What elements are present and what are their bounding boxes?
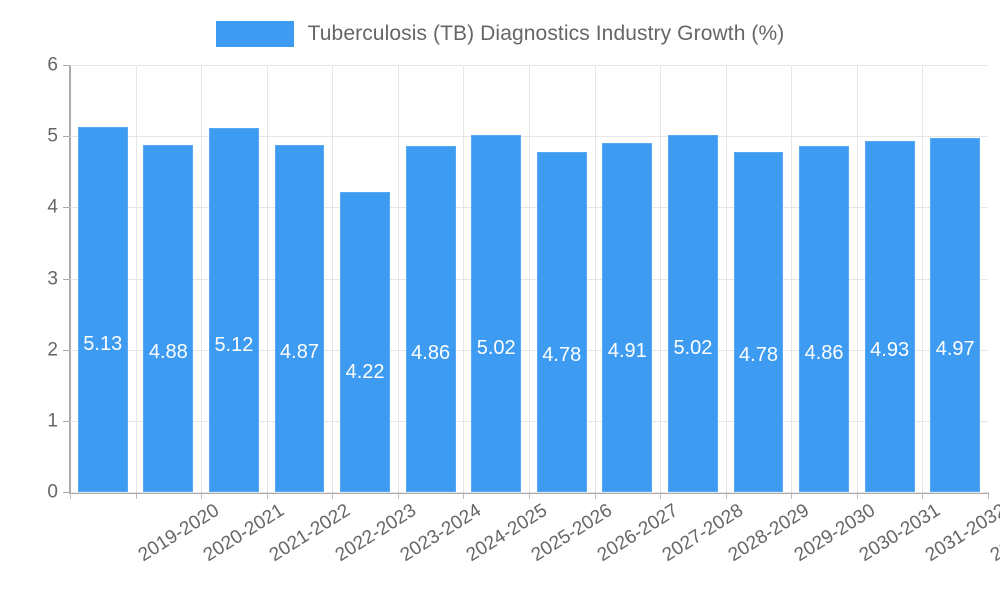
gridline-vertical [922, 65, 923, 492]
x-axis-tick [791, 492, 792, 499]
y-axis-tick-label: 5 [47, 125, 58, 147]
gridline-vertical [267, 65, 268, 492]
y-axis-tick-label: 0 [47, 481, 58, 503]
y-axis-tick [63, 207, 70, 209]
x-axis-tick [267, 492, 268, 499]
bar[interactable]: 5.13 [77, 126, 128, 492]
y-axis-tick-label: 6 [47, 54, 58, 76]
gridline-vertical [660, 65, 661, 492]
x-axis-tick [332, 492, 333, 499]
gridline-vertical [332, 65, 333, 492]
x-axis-tick [529, 492, 530, 499]
x-axis-tick [595, 492, 596, 499]
y-axis-tick-labels: 0 1 2 3 4 5 6 [0, 56, 58, 502]
bar-value-label: 4.87 [280, 341, 319, 364]
y-axis-tick-label: 1 [47, 410, 58, 432]
gridline-vertical [398, 65, 399, 492]
bar-value-label: 5.13 [83, 333, 123, 356]
y-axis-tick-label: 3 [47, 268, 58, 289]
y-axis-tick [63, 65, 70, 66]
legend-color-swatch [215, 21, 294, 47]
bar[interactable]: 4.88 [143, 144, 194, 492]
y-axis-tick [63, 492, 70, 493]
x-axis-tick [857, 492, 858, 499]
gridline-vertical [726, 65, 727, 492]
x-axis-tick [988, 492, 989, 499]
plot-area: 5.13 4.88 5.12 4.87 4.22 4.86 5.02 4.78 4.91 5.02… [63, 65, 989, 499]
bar[interactable]: 4.87 [274, 145, 325, 492]
bar[interactable]: 5.02 [668, 134, 718, 492]
x-axis-tick [463, 492, 464, 499]
x-axis-line [69, 492, 988, 494]
gridline-vertical [529, 65, 530, 492]
chart-legend: Tuberculosis (TB) Diagnostics Industry G… [0, 14, 1000, 54]
x-axis-tick [136, 492, 137, 499]
x-axis-tick [201, 492, 202, 499]
gridline-vertical [595, 65, 596, 492]
legend-label: Tuberculosis (TB) Diagnostics Industry G… [307, 22, 785, 45]
x-axis-tick [922, 492, 923, 499]
x-axis-tick [70, 492, 71, 499]
bar[interactable]: 4.93 [864, 141, 915, 492]
x-axis-tick-labels: 2019-2020 2020-2021 2021-2022 2022-2023 2023… [70, 500, 1000, 600]
bar-value-label: 4.91 [607, 340, 647, 362]
bar-value-label: 4.78 [739, 344, 778, 367]
gridline-vertical [857, 65, 858, 492]
gridline-vertical [201, 65, 202, 492]
x-axis-tick [726, 492, 727, 499]
bar-value-label: 4.97 [935, 338, 975, 361]
bar[interactable]: 4.86 [405, 146, 456, 492]
bar[interactable]: 4.78 [733, 151, 784, 492]
bar-value-label: 4.93 [870, 339, 910, 362]
bar-value-label: 5.02 [476, 336, 516, 359]
bar-value-label: 4.86 [411, 341, 451, 364]
y-axis-tick-label: 4 [47, 196, 58, 218]
bar[interactable]: 4.22 [340, 191, 390, 492]
y-axis-tick [63, 349, 70, 351]
gridline-vertical [791, 65, 792, 492]
bar[interactable]: 4.91 [602, 142, 653, 492]
x-axis-tick [660, 492, 661, 499]
y-axis-tick [63, 136, 70, 138]
x-axis-tick [398, 492, 399, 499]
bar-value-label: 5.12 [214, 333, 254, 356]
bar[interactable]: 5.12 [209, 127, 259, 492]
bar[interactable]: 4.97 [930, 138, 981, 492]
y-axis-tick [63, 278, 70, 280]
bar[interactable]: 4.78 [536, 151, 587, 492]
bar[interactable]: 4.86 [799, 146, 849, 492]
gridline-vertical [136, 65, 137, 492]
bar-value-label: 4.78 [542, 344, 582, 367]
bar-value-label: 5.02 [673, 336, 713, 359]
y-axis-tick [63, 420, 70, 422]
bar[interactable]: 5.02 [471, 134, 522, 492]
y-axis-tick-label: 2 [47, 339, 58, 361]
gridline-vertical [463, 65, 464, 492]
bar-value-label: 4.22 [345, 361, 385, 384]
bar-value-label: 4.86 [804, 341, 844, 364]
bar-value-label: 4.88 [148, 340, 188, 363]
